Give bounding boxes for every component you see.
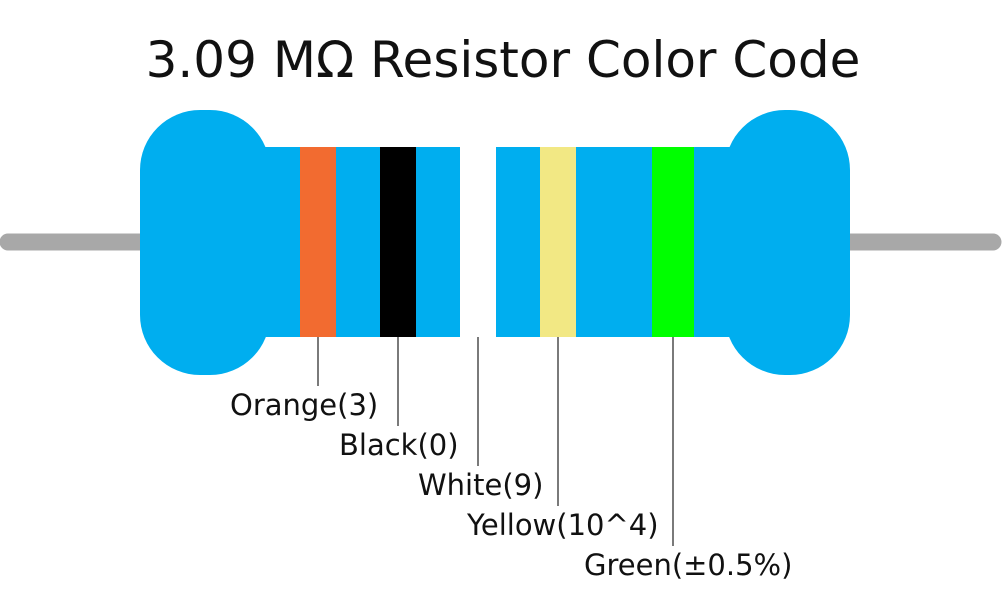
- band-label-green: Green(±0.5%): [584, 548, 793, 582]
- band-black: [380, 147, 416, 337]
- band-green: [652, 147, 694, 337]
- band-label-orange: Orange(3): [230, 388, 379, 422]
- band-label-black: Black(0): [339, 428, 459, 462]
- band-label-yellow: Yellow(10^4): [467, 508, 659, 542]
- band-orange: [300, 147, 336, 337]
- band-white: [460, 147, 496, 337]
- band-label-white: White(9): [418, 468, 544, 502]
- page-title: 3.09 MΩ Resistor Color Code: [145, 31, 861, 89]
- band-yellow: [540, 147, 576, 337]
